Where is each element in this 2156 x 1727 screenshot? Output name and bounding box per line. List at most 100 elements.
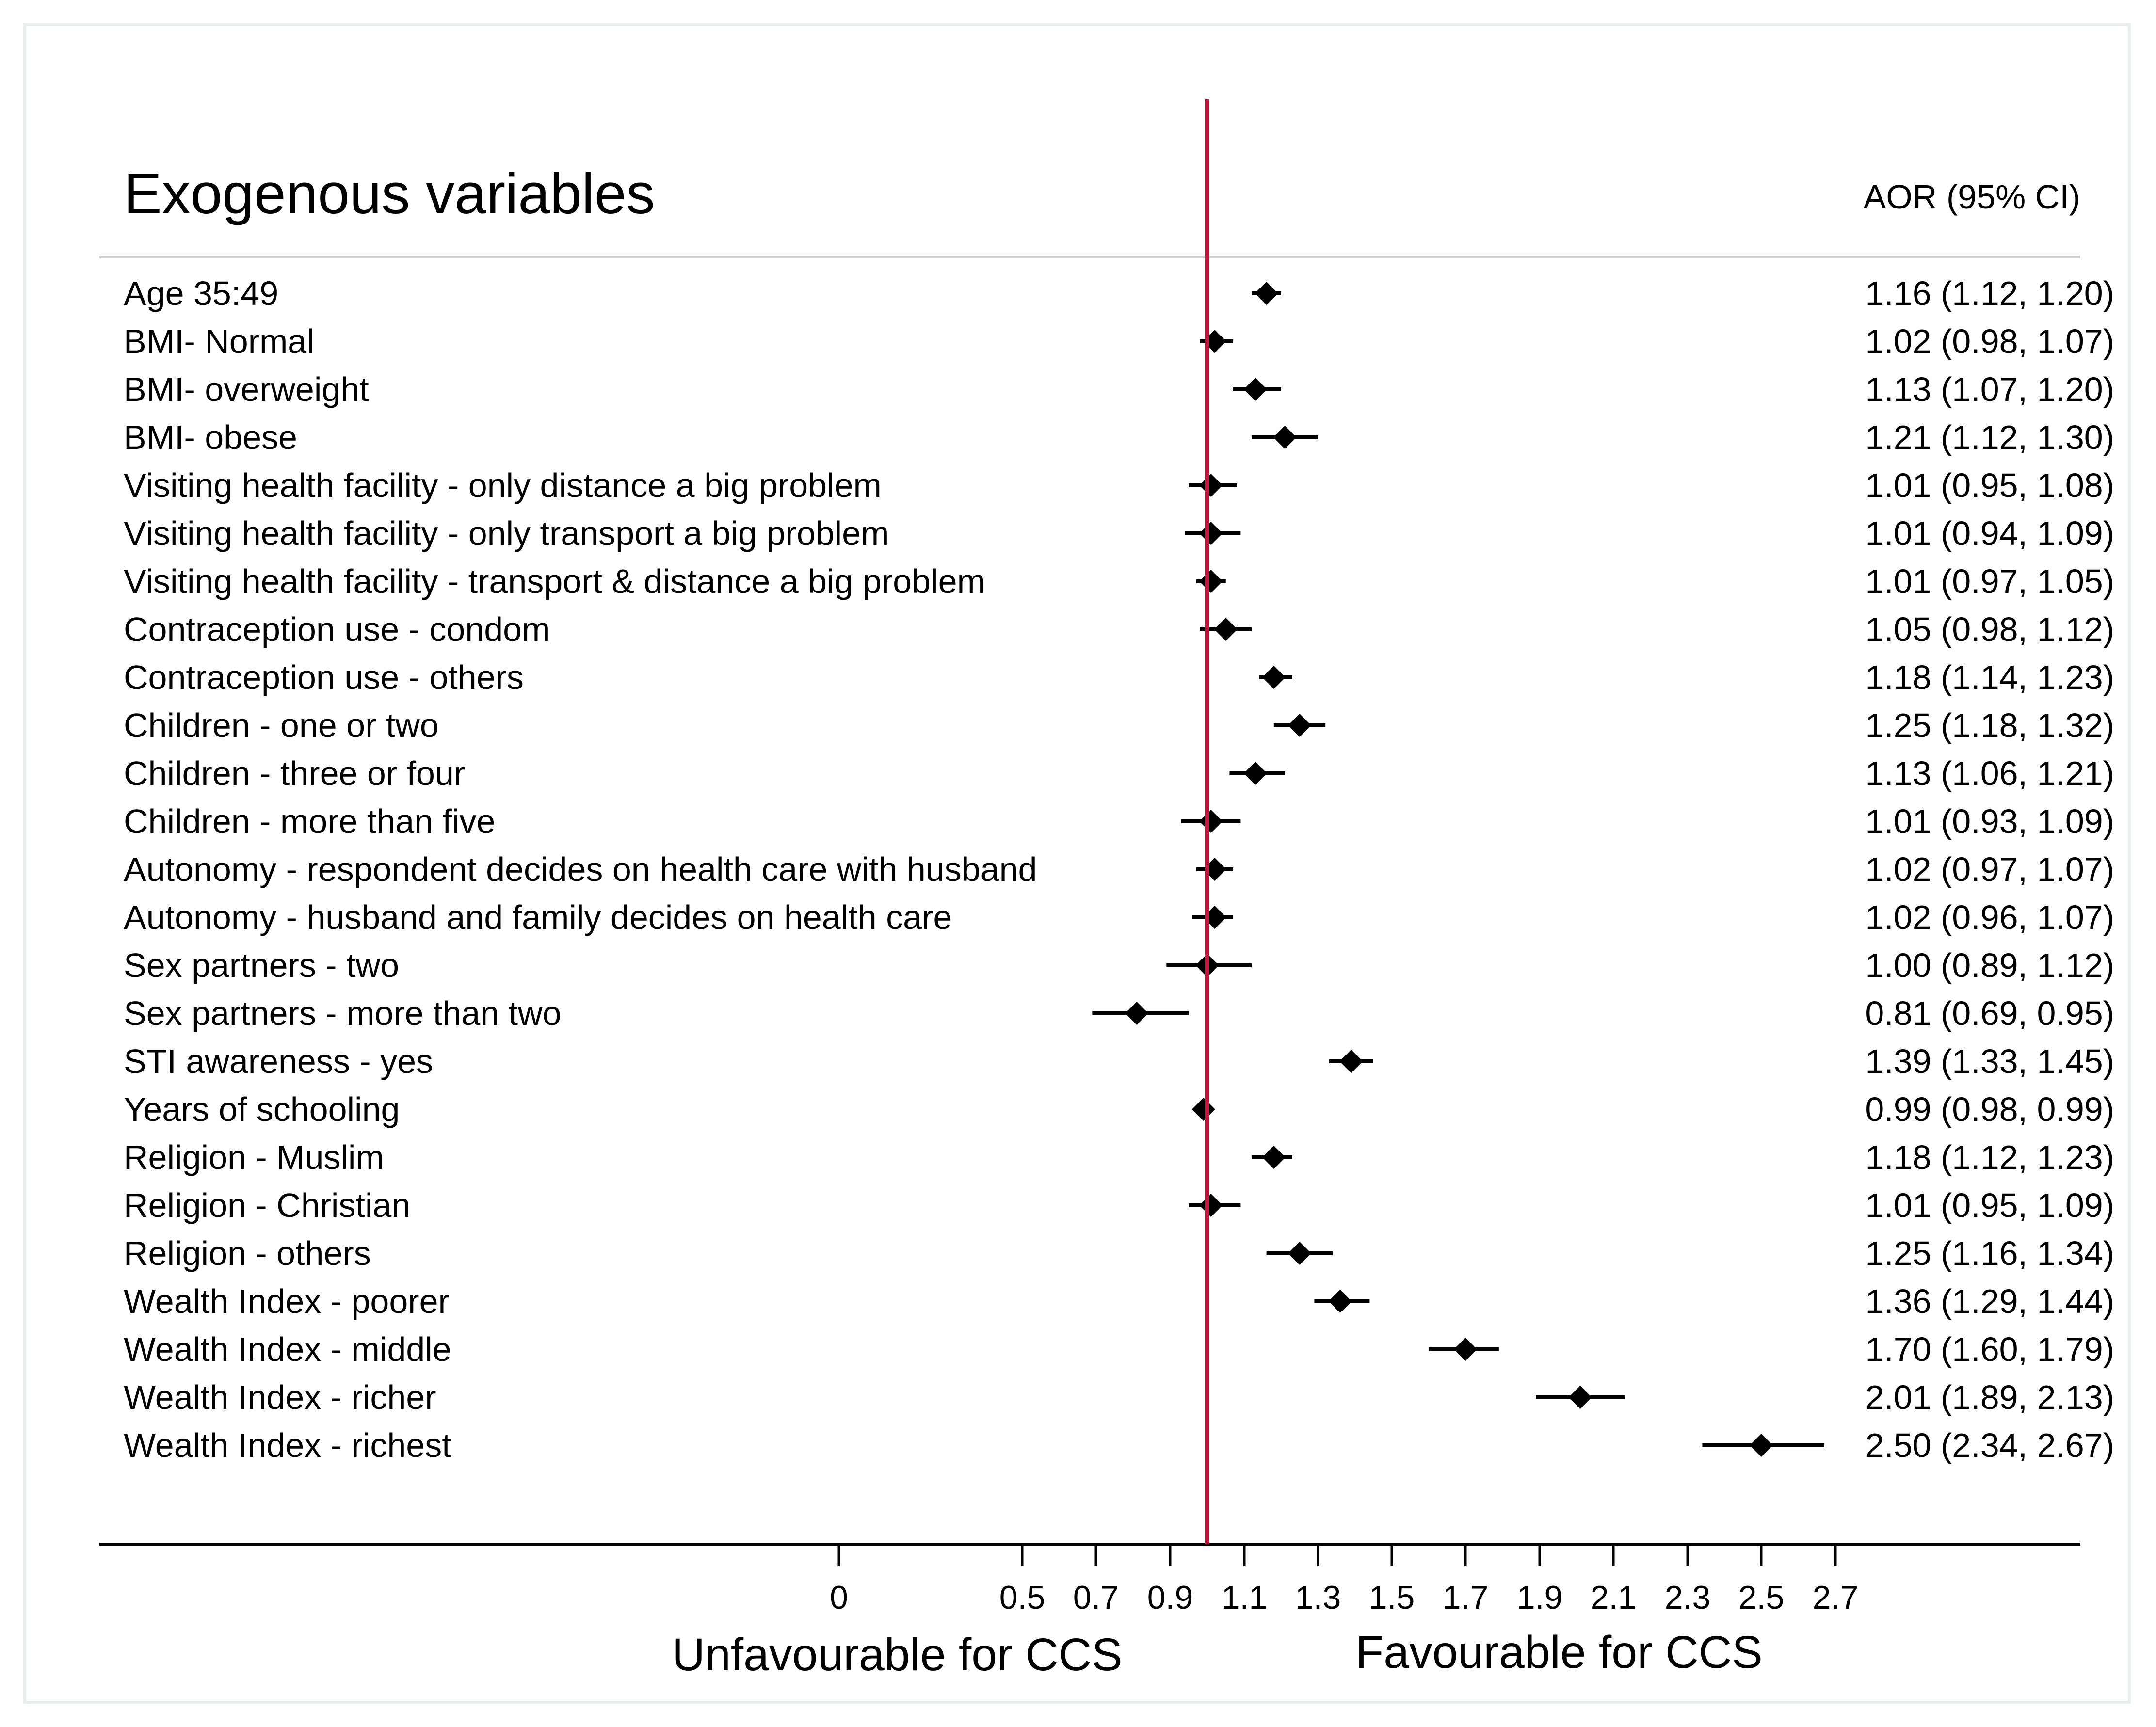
estimate-marker: [1243, 378, 1267, 401]
forest-row: BMI- Normal 1.02 (0.98, 1.07): [124, 322, 2114, 360]
row-label: BMI- obese: [124, 418, 297, 456]
forest-row: BMI- obese 1.21 (1.12, 1.30): [124, 418, 2114, 456]
row-label: Sex partners - more than two: [124, 994, 562, 1032]
row-label: Children - more than five: [124, 802, 495, 840]
row-label: Autonomy - husband and family decides on…: [124, 898, 952, 936]
ci-value: 1.00 (0.89, 1.12): [1865, 946, 2114, 984]
row-label: Age 35:49: [124, 274, 278, 312]
estimate-marker: [1191, 1098, 1215, 1121]
estimate-marker: [1288, 1242, 1311, 1265]
ci-column-header: AOR (95% CI): [1864, 178, 2080, 216]
row-label: Children - one or two: [124, 706, 439, 744]
x-tick-label: 0.7: [1073, 1579, 1119, 1616]
row-label: Contraception use - others: [124, 658, 524, 696]
ci-value: 1.13 (1.06, 1.21): [1865, 754, 2114, 792]
x-tick-label: 1.7: [1443, 1579, 1489, 1616]
row-label: Contraception use - condom: [124, 610, 550, 648]
forest-row: STI awareness - yes 1.39 (1.33, 1.45): [124, 1042, 2114, 1080]
forest-row: Children - more than five 1.01 (0.93, 1.0…: [124, 802, 2114, 840]
forest-row: Sex partners - more than two 0.81 (0.69, …: [124, 994, 2114, 1032]
x-tick-label: 0.9: [1147, 1579, 1193, 1616]
estimate-marker: [1199, 570, 1223, 593]
ci-value: 1.01 (0.97, 1.05): [1865, 562, 2114, 600]
forest-row: Children - one or two 1.25 (1.18, 1.32): [124, 706, 2114, 744]
estimate-marker: [1339, 1050, 1363, 1073]
x-tick-label: 1.9: [1517, 1579, 1563, 1616]
x-tick-label: 2.1: [1591, 1579, 1637, 1616]
forest-row: Wealth Index - richest 2.50 (2.34, 2.67): [124, 1426, 2114, 1464]
ci-value: 1.01 (0.94, 1.09): [1865, 514, 2114, 552]
forest-row: Sex partners - two 1.00 (0.89, 1.12): [124, 946, 2114, 984]
ci-value: 1.01 (0.93, 1.09): [1865, 802, 2114, 840]
ci-value: 1.02 (0.96, 1.07): [1865, 898, 2114, 936]
ci-value: 1.02 (0.98, 1.07): [1865, 322, 2114, 360]
estimate-marker: [1199, 1194, 1223, 1217]
ci-value: 1.13 (1.07, 1.20): [1865, 370, 2114, 408]
estimate-marker: [1328, 1290, 1352, 1313]
estimate-marker: [1262, 1146, 1286, 1169]
estimate-marker: [1214, 618, 1238, 641]
row-label: Religion - Christian: [124, 1186, 410, 1224]
row-label: Visiting health facility - only distance…: [124, 466, 882, 504]
forest-row: Religion - others 1.25 (1.16, 1.34): [124, 1234, 2114, 1272]
x-tick-label: 2.3: [1665, 1579, 1711, 1616]
ci-value: 1.70 (1.60, 1.79): [1865, 1330, 2114, 1368]
ci-value: 0.99 (0.98, 0.99): [1865, 1090, 2114, 1128]
row-label: Autonomy - respondent decides on health …: [124, 850, 1037, 888]
row-label: BMI- Normal: [124, 322, 314, 360]
x-axis-ticks: 0 0.5 0.7 0.9 1.1 1.3 1.5 1.7 1.9 2.1 2.3 2.5 2.7: [830, 1544, 1858, 1616]
row-label: Children - three or four: [124, 754, 465, 792]
forest-row: Visiting health facility - transport & d…: [124, 562, 2114, 600]
row-label: Wealth Index - poorer: [124, 1282, 450, 1320]
estimate-marker: [1568, 1386, 1592, 1409]
ci-value: 1.01 (0.95, 1.08): [1865, 466, 2114, 504]
x-tick-label: 0.5: [999, 1579, 1046, 1616]
ci-value: 1.01 (0.95, 1.09): [1865, 1186, 2114, 1224]
ci-value: 1.36 (1.29, 1.44): [1865, 1282, 2114, 1320]
x-tick-label: 1.3: [1295, 1579, 1341, 1616]
estimate-marker: [1255, 282, 1278, 305]
ci-value: 1.18 (1.12, 1.23): [1865, 1138, 2114, 1176]
ci-value: 1.05 (0.98, 1.12): [1865, 610, 2114, 648]
figure-frame: [23, 23, 2131, 1704]
ci-value: 2.01 (1.89, 2.13): [1865, 1378, 2114, 1416]
forest-row: Wealth Index - middle 1.70 (1.60, 1.79): [124, 1330, 2114, 1368]
ci-value: 1.16 (1.12, 1.20): [1865, 274, 2114, 312]
estimate-marker: [1273, 426, 1297, 449]
row-label: Wealth Index - middle: [124, 1330, 451, 1368]
forest-row: Autonomy - respondent decides on health …: [124, 850, 2114, 888]
estimate-marker: [1199, 810, 1223, 833]
forest-row: Wealth Index - richer 2.01 (1.89, 2.13): [124, 1378, 2114, 1416]
estimate-marker: [1750, 1434, 1773, 1457]
x-tick-label: 2.7: [1813, 1579, 1859, 1616]
x-label-unfavourable: Unfavourable for CCS: [672, 1629, 1122, 1680]
row-label: Wealth Index - richest: [124, 1426, 451, 1464]
ci-value: 2.50 (2.34, 2.67): [1865, 1426, 2114, 1464]
row-label: Wealth Index - richer: [124, 1378, 436, 1416]
x-tick-label: 2.5: [1738, 1579, 1785, 1616]
forest-row: Autonomy - husband and family decides on…: [124, 898, 2114, 936]
row-label: Religion - Muslim: [124, 1138, 384, 1176]
x-tick-label: 0: [830, 1579, 848, 1616]
forest-row: Religion - Muslim 1.18 (1.12, 1.23): [124, 1138, 2114, 1176]
ci-value: 1.21 (1.12, 1.30): [1865, 418, 2114, 456]
x-tick-label: 1.1: [1222, 1579, 1268, 1616]
estimate-marker: [1243, 762, 1267, 785]
x-label-favourable: Favourable for CCS: [1355, 1627, 1763, 1678]
estimate-marker: [1454, 1338, 1477, 1361]
forest-rows: Age 35:49 1.16 (1.12, 1.20) BMI- Normal 1.0…: [124, 274, 2114, 1464]
forest-row: Contraception use - condom 1.05 (0.98, 1.…: [124, 610, 2114, 648]
x-tick-label: 1.5: [1369, 1579, 1415, 1616]
row-label: BMI- overweight: [124, 370, 369, 408]
row-label: Visiting health facility - transport & d…: [124, 562, 985, 600]
row-label: Visiting health facility - only transpor…: [124, 514, 889, 552]
forest-row: Wealth Index - poorer 1.36 (1.29, 1.44): [124, 1282, 2114, 1320]
ci-value: 1.25 (1.16, 1.34): [1865, 1234, 2114, 1272]
ci-value: 1.25 (1.18, 1.32): [1865, 706, 2114, 744]
estimate-marker: [1288, 714, 1311, 737]
forest-row: Visiting health facility - only transpor…: [124, 514, 2114, 552]
estimate-marker: [1262, 666, 1286, 689]
forest-row: Children - three or four 1.13 (1.06, 1.21…: [124, 754, 2114, 792]
forest-row: BMI- overweight 1.13 (1.07, 1.20): [124, 370, 2114, 408]
